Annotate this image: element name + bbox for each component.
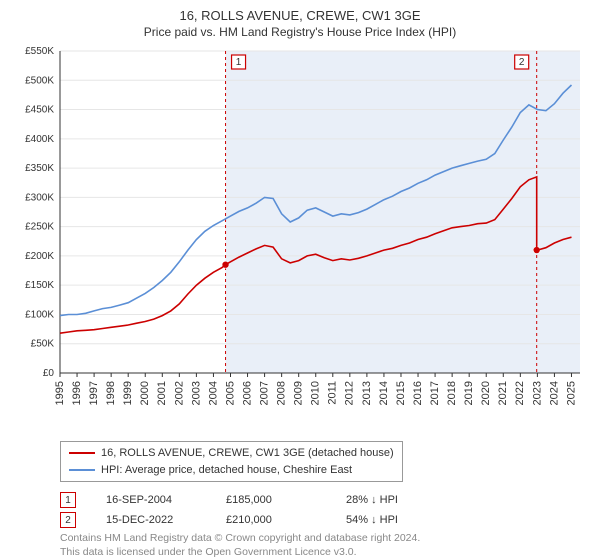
x-tick-label: 2015	[395, 381, 407, 405]
legend: 16, ROLLS AVENUE, CREWE, CW1 3GE (detach…	[60, 441, 403, 482]
x-tick-label: 2016	[412, 381, 424, 405]
y-tick-label: £400K	[25, 134, 54, 145]
x-tick-label: 1996	[71, 381, 83, 405]
legend-item: HPI: Average price, detached house, Ches…	[69, 462, 394, 479]
legend-label: 16, ROLLS AVENUE, CREWE, CW1 3GE (detach…	[101, 445, 394, 462]
x-tick-label: 2014	[378, 381, 390, 405]
marker-row: 2 15-DEC-2022 £210,000 54% ↓ HPI	[60, 512, 586, 528]
x-tick-label: 2000	[139, 381, 151, 405]
x-tick-label: 2010	[310, 381, 322, 405]
x-tick-label: 1998	[105, 381, 117, 405]
y-tick-label: £550K	[25, 46, 54, 57]
x-tick-label: 2018	[446, 381, 458, 405]
y-tick-label: £350K	[25, 163, 54, 174]
marker-table: 1 16-SEP-2004 £185,000 28% ↓ HPI 2 15-DEC-202…	[60, 492, 586, 528]
marker-delta: 28% ↓ HPI	[346, 494, 436, 506]
y-tick-label: £0	[43, 368, 55, 379]
x-tick-label: 2005	[224, 381, 236, 405]
legend-label: HPI: Average price, detached house, Ches…	[101, 462, 352, 479]
x-tick-label: 2022	[514, 381, 526, 405]
x-tick-label: 2024	[548, 381, 560, 405]
marker-row: 1 16-SEP-2004 £185,000 28% ↓ HPI	[60, 492, 586, 508]
x-tick-label: 2003	[190, 381, 202, 405]
y-tick-label: £250K	[25, 222, 54, 233]
x-tick-label: 2021	[497, 381, 509, 405]
y-tick-label: £150K	[25, 280, 54, 291]
marker-badge-label: 2	[519, 57, 525, 68]
x-tick-label: 2023	[531, 381, 543, 405]
x-tick-label: 1997	[88, 381, 100, 405]
chart: £0 £50K £100K £150K £200K £250K £300K £350K £400…	[14, 45, 586, 435]
marker-date: 16-SEP-2004	[106, 494, 196, 506]
x-tick-label: 2006	[241, 381, 253, 405]
page-title: 16, ROLLS AVENUE, CREWE, CW1 3GE	[14, 8, 586, 23]
chart-svg: £0 £50K £100K £150K £200K £250K £300K £350K £400…	[14, 45, 586, 435]
y-tick-label: £500K	[25, 75, 54, 86]
marker-badge-label: 1	[236, 57, 242, 68]
y-tick-label: £50K	[31, 339, 55, 350]
legend-item: 16, ROLLS AVENUE, CREWE, CW1 3GE (detach…	[69, 445, 394, 462]
marker-delta: 54% ↓ HPI	[346, 514, 436, 526]
x-tick-label: 2025	[565, 381, 577, 405]
y-tick-label: £300K	[25, 192, 54, 203]
attribution-line1: Contains HM Land Registry data © Crown c…	[60, 532, 586, 546]
x-tick-label: 2012	[344, 381, 356, 405]
x-tick-label: 2011	[327, 381, 339, 405]
page-subtitle: Price paid vs. HM Land Registry's House …	[14, 25, 586, 39]
x-tick-label: 2002	[173, 381, 185, 405]
x-tick-label: 2013	[361, 381, 373, 405]
x-tick-label: 2009	[293, 381, 305, 405]
marker-price: £210,000	[226, 514, 316, 526]
marker-badge: 2	[60, 512, 76, 528]
marker-badge: 1	[60, 492, 76, 508]
x-tick-label: 1999	[122, 381, 134, 405]
x-tick-label: 2020	[480, 381, 492, 405]
x-tick-label: 1995	[54, 381, 66, 405]
x-tick-label: 2004	[207, 381, 219, 405]
legend-swatch	[69, 452, 95, 454]
y-tick-label: £200K	[25, 251, 54, 262]
x-tick-label: 2008	[276, 381, 288, 405]
x-tick-label: 2017	[429, 381, 441, 405]
x-tick-label: 2001	[156, 381, 168, 405]
x-tick-label: 2019	[463, 381, 475, 405]
x-tick-label: 2007	[258, 381, 270, 405]
legend-swatch	[69, 469, 95, 471]
attribution: Contains HM Land Registry data © Crown c…	[60, 532, 586, 559]
marker-price: £185,000	[226, 494, 316, 506]
marker-date: 15-DEC-2022	[106, 514, 196, 526]
y-tick-label: £100K	[25, 309, 54, 320]
attribution-line2: This data is licensed under the Open Gov…	[60, 546, 586, 560]
y-tick-label: £450K	[25, 105, 54, 116]
